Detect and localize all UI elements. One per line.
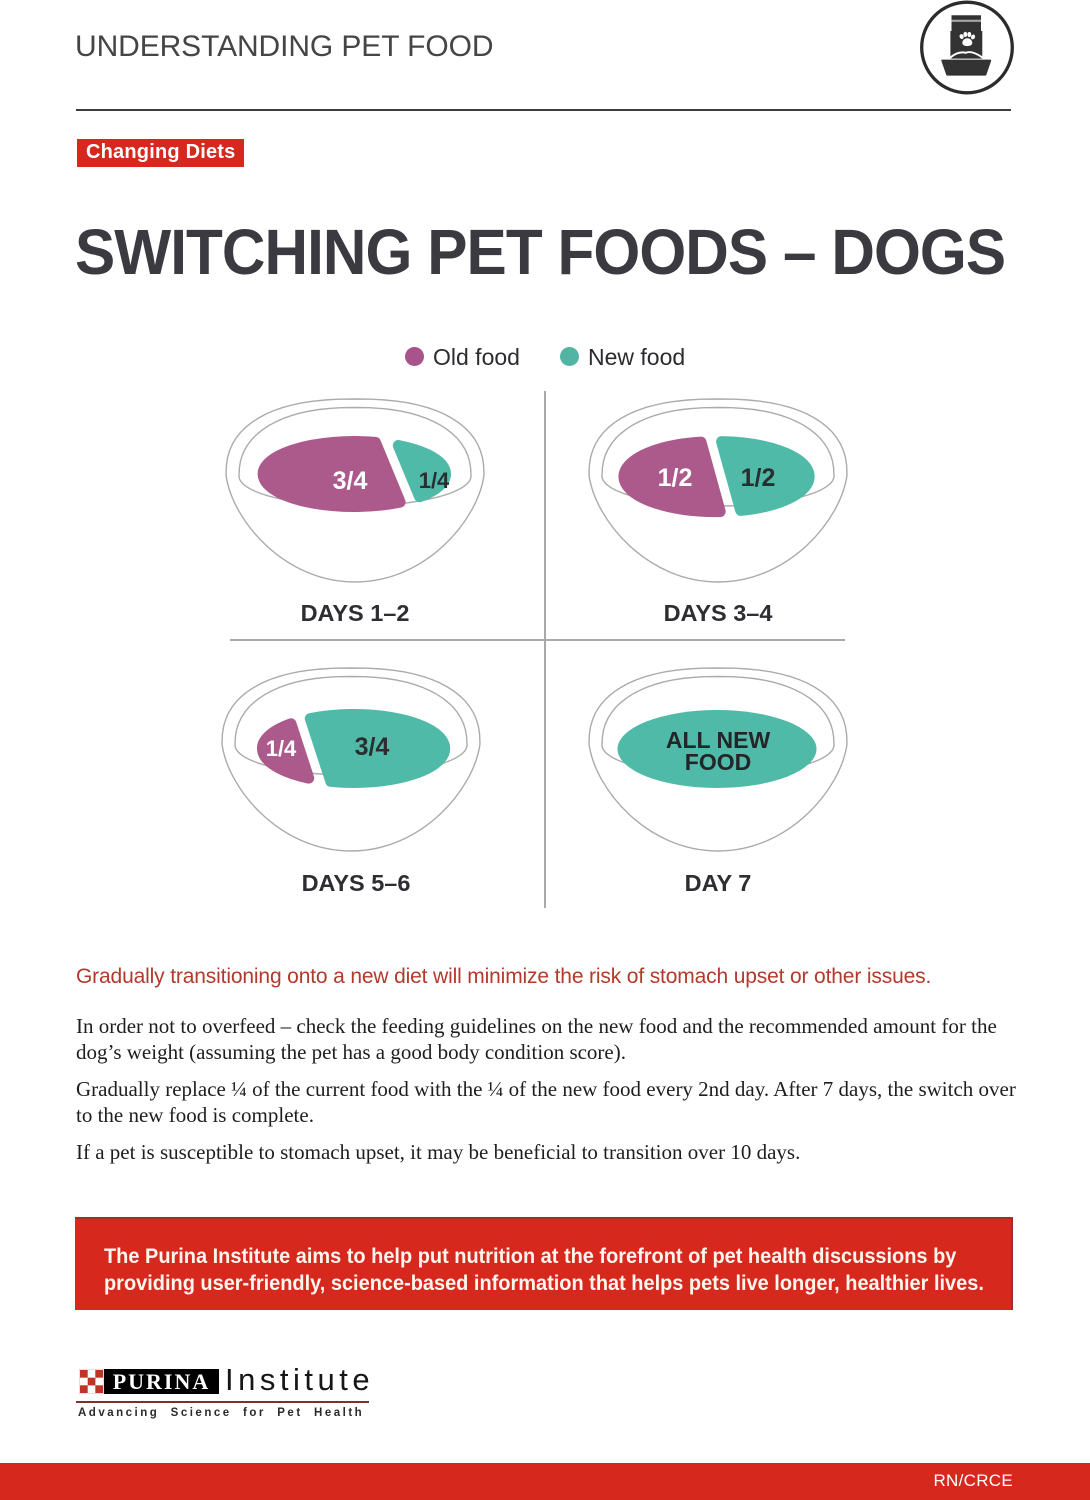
svg-text:1/2: 1/2 [658, 464, 693, 492]
svg-text:3/4: 3/4 [355, 733, 390, 761]
svg-text:1/2: 1/2 [741, 464, 776, 492]
svg-text:3/4: 3/4 [333, 467, 368, 495]
svg-text:ALL NEW: ALL NEW [666, 727, 771, 753]
svg-text:1/4: 1/4 [266, 736, 297, 761]
svg-text:1/4: 1/4 [419, 468, 450, 493]
svg-text:FOOD: FOOD [685, 749, 751, 775]
